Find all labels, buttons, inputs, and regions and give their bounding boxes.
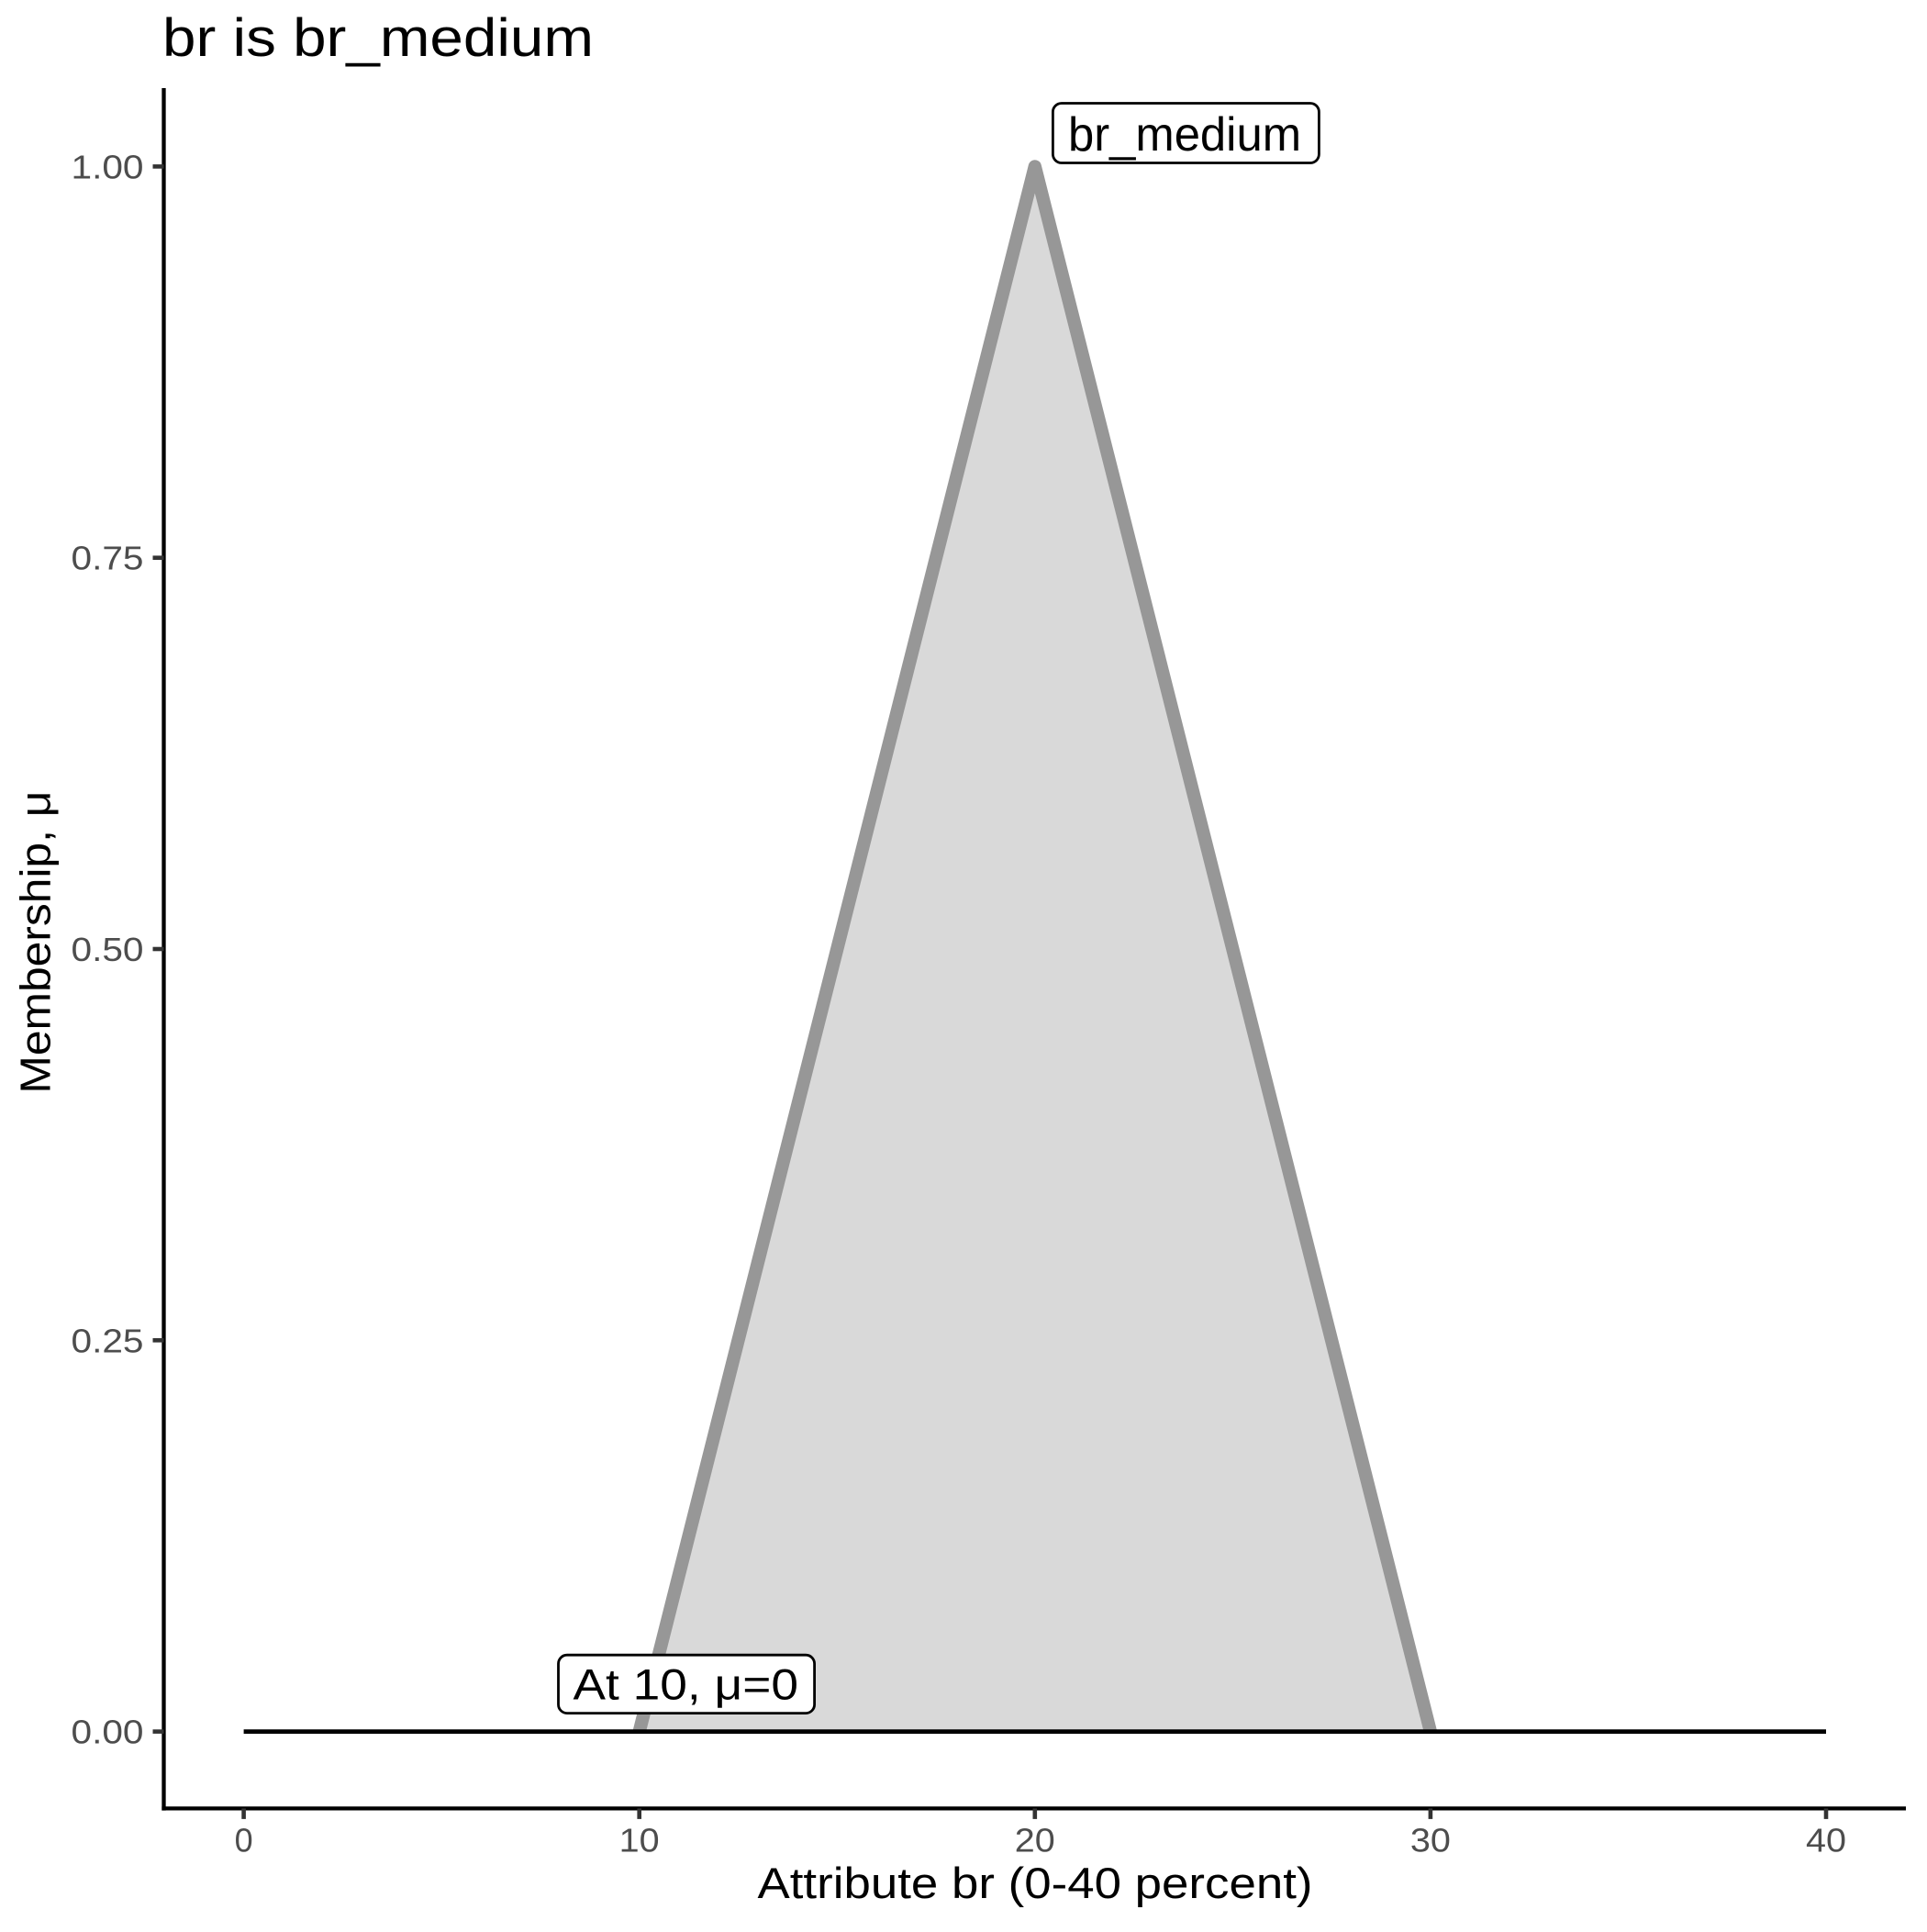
svg-text:br is br_medium: br is br_medium <box>162 8 594 68</box>
svg-text:10: 10 <box>619 1822 660 1859</box>
svg-text:1.00: 1.00 <box>72 148 144 185</box>
svg-text:Membership, μ: Membership, μ <box>12 791 60 1094</box>
svg-text:0.50: 0.50 <box>72 931 144 968</box>
svg-text:20: 20 <box>1015 1822 1055 1859</box>
svg-text:0.00: 0.00 <box>72 1714 144 1751</box>
svg-text:0.75: 0.75 <box>72 540 144 577</box>
svg-text:Attribute br (0-40 percent): Attribute br (0-40 percent) <box>758 1859 1313 1907</box>
svg-text:30: 30 <box>1410 1822 1451 1859</box>
svg-text:At 10, μ=0: At 10, μ=0 <box>574 1661 799 1710</box>
svg-text:br_medium: br_medium <box>1068 108 1301 162</box>
svg-text:0.25: 0.25 <box>72 1322 144 1359</box>
svg-text:40: 40 <box>1806 1822 1846 1859</box>
svg-text:0: 0 <box>235 1822 253 1859</box>
